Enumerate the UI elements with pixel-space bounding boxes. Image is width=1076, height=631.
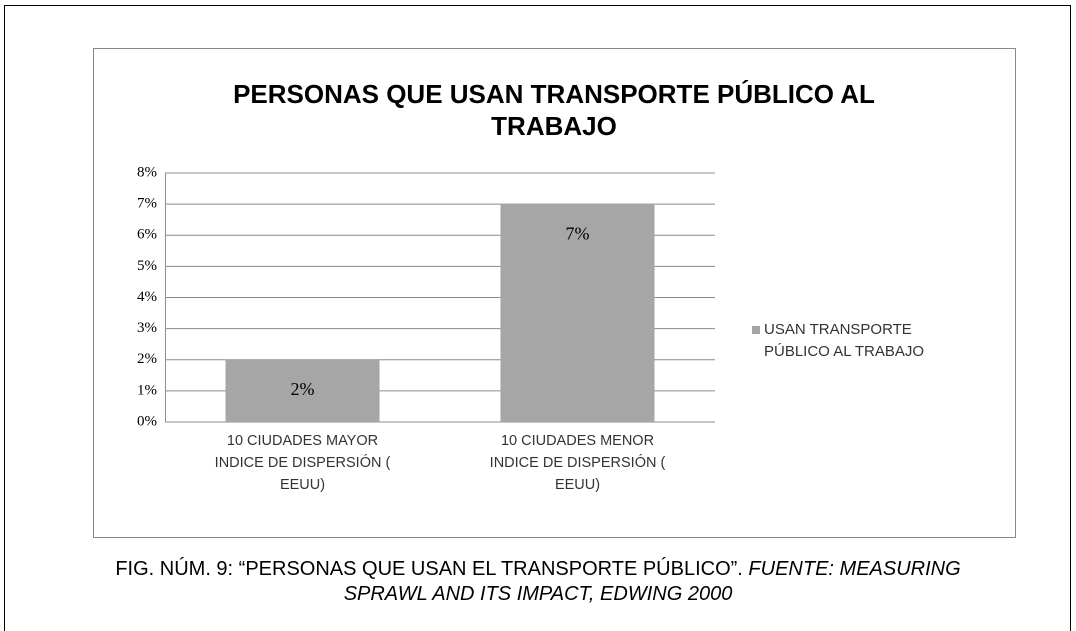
y-tick-label: 8% xyxy=(137,164,157,180)
y-tick-label: 5% xyxy=(137,258,157,274)
y-tick-label: 7% xyxy=(137,196,157,212)
data-label: 2% xyxy=(291,379,315,399)
chart-title: PERSONAS QUE USAN TRANSPORTE PÚBLICO AL … xyxy=(233,79,875,141)
chart-title-box: PERSONAS QUE USAN TRANSPORTE PÚBLICO AL … xyxy=(93,78,1015,142)
bar xyxy=(500,204,655,422)
x-tick-label: 10 CIUDADES MENOR INDICE DE DISPERSIÓN (… xyxy=(489,433,666,493)
y-tick-label: 3% xyxy=(137,320,157,336)
data-label: 7% xyxy=(566,223,590,243)
x-tick-label: 10 CIUDADES MAYOR INDICE DE DISPERSIÓN (… xyxy=(214,433,391,493)
bar xyxy=(225,359,380,422)
legend-label: USAN TRANSPORTE PÚBLICO AL TRABAJO xyxy=(764,321,925,360)
caption-source: FUENTE: MEASURING SPRAWL AND ITS IMPACT,… xyxy=(343,558,961,605)
figure-border xyxy=(4,5,1071,631)
y-tick-label: 0% xyxy=(137,413,157,429)
y-tick-label: 4% xyxy=(137,289,157,305)
y-tick-label: 1% xyxy=(137,382,157,398)
legend-swatch xyxy=(752,326,760,334)
y-tick-label: 2% xyxy=(137,351,157,367)
caption: FIG. NÚM. 9: “PERSONAS QUE USAN EL TRANS… xyxy=(98,557,978,607)
caption-text: FIG. NÚM. 9: “PERSONAS QUE USAN EL TRANS… xyxy=(115,558,743,580)
y-tick-label: 6% xyxy=(137,227,157,243)
caption-box: FIG. NÚM. 9: “PERSONAS QUE USAN EL TRANS… xyxy=(0,557,1076,607)
